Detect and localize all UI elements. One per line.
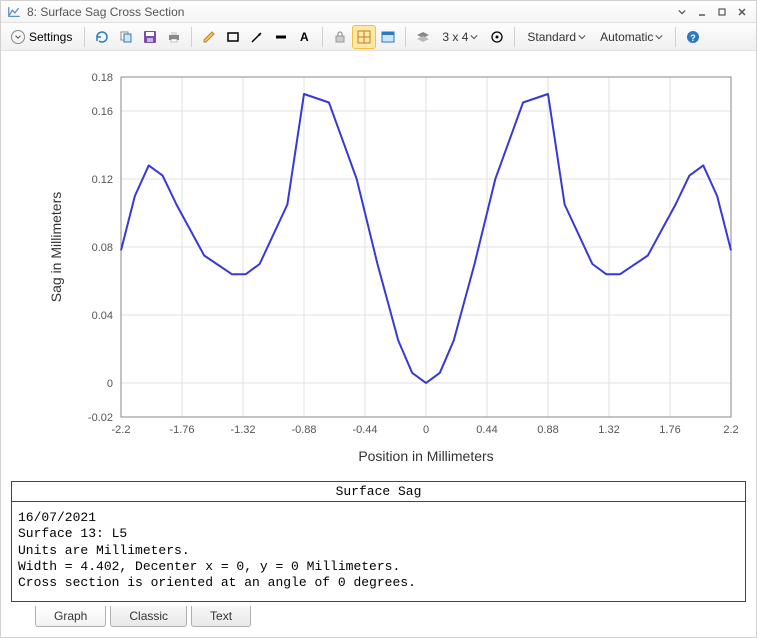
settings-label: Settings — [29, 30, 72, 44]
chevron-down-icon — [470, 33, 478, 41]
svg-text:1.76: 1.76 — [659, 424, 680, 436]
close-button[interactable] — [734, 4, 750, 20]
svg-text:1.32: 1.32 — [598, 424, 619, 436]
info-header: Surface Sag — [12, 482, 745, 502]
svg-text:0.12: 0.12 — [92, 174, 113, 186]
dropdown-button[interactable] — [674, 4, 690, 20]
window-layout-button[interactable] — [377, 26, 399, 48]
help-button[interactable]: ? — [682, 26, 704, 48]
title-bar: 8: Surface Sag Cross Section — [1, 1, 756, 23]
main-content: -2.2 -1.76 -1.32 -0.88 -0.44 0 0.44 0.88 1.32 1.7… — [1, 51, 756, 637]
svg-text:0.08: 0.08 — [92, 242, 113, 254]
zoom-window-button[interactable] — [353, 26, 375, 48]
arrow-button[interactable] — [246, 26, 268, 48]
standard-dropdown[interactable]: Standard — [521, 26, 592, 48]
svg-text:0.18: 0.18 — [92, 72, 113, 84]
save-button[interactable] — [139, 26, 161, 48]
chevron-down-icon — [578, 33, 586, 41]
layers-button[interactable] — [412, 26, 434, 48]
pencil-button[interactable] — [198, 26, 220, 48]
tab-graph[interactable]: Graph — [35, 606, 106, 627]
chevron-down-icon — [11, 30, 25, 44]
info-body: 16/07/2021 Surface 13: L5 Units are Mill… — [12, 502, 745, 601]
lock-button[interactable] — [329, 26, 351, 48]
separator — [84, 27, 85, 47]
svg-text:0.04: 0.04 — [92, 310, 113, 322]
maximize-button[interactable] — [714, 4, 730, 20]
grid-size-label: 3 x 4 — [442, 30, 468, 44]
svg-text:0: 0 — [107, 378, 113, 390]
app-icon — [7, 5, 21, 19]
chart-area: -2.2 -1.76 -1.32 -0.88 -0.44 0 0.44 0.88 1.32 1.7… — [11, 59, 746, 469]
separator — [405, 27, 406, 47]
svg-text:-0.88: -0.88 — [291, 424, 316, 436]
svg-text:A: A — [300, 30, 309, 44]
svg-text:0.88: 0.88 — [537, 424, 558, 436]
automatic-dropdown[interactable]: Automatic — [594, 26, 669, 48]
svg-text:2.2: 2.2 — [723, 424, 738, 436]
settings-button[interactable]: Settings — [5, 26, 78, 48]
standard-label: Standard — [527, 30, 576, 44]
svg-text:-2.2: -2.2 — [112, 424, 131, 436]
sag-chart: -2.2 -1.76 -1.32 -0.88 -0.44 0 0.44 0.88 1.32 1.7… — [11, 59, 746, 469]
copy-button[interactable] — [115, 26, 137, 48]
svg-text:0.16: 0.16 — [92, 106, 113, 118]
svg-text:-0.44: -0.44 — [352, 424, 377, 436]
tab-text[interactable]: Text — [191, 606, 251, 627]
info-panel: Surface Sag 16/07/2021 Surface 13: L5 Un… — [11, 481, 746, 602]
chevron-down-icon — [655, 33, 663, 41]
svg-text:-1.76: -1.76 — [169, 424, 194, 436]
line-weight-button[interactable] — [270, 26, 292, 48]
automatic-label: Automatic — [600, 30, 653, 44]
separator — [675, 27, 676, 47]
window-title: 8: Surface Sag Cross Section — [27, 5, 670, 19]
toolbar: Settings A 3 x 4 — [1, 23, 756, 51]
minimize-button[interactable] — [694, 4, 710, 20]
svg-text:-1.32: -1.32 — [230, 424, 255, 436]
separator — [514, 27, 515, 47]
refresh-button[interactable] — [91, 26, 113, 48]
target-button[interactable] — [486, 26, 508, 48]
separator — [322, 27, 323, 47]
svg-text:0.44: 0.44 — [476, 424, 497, 436]
separator — [191, 27, 192, 47]
svg-text:?: ? — [691, 33, 697, 43]
tabs: GraphClassicText — [11, 603, 746, 627]
print-button[interactable] — [163, 26, 185, 48]
rectangle-button[interactable] — [222, 26, 244, 48]
grid-size-button[interactable]: 3 x 4 — [436, 26, 484, 48]
svg-text:-0.02: -0.02 — [88, 412, 113, 424]
svg-text:Sag in Millimeters: Sag in Millimeters — [48, 192, 64, 302]
tab-classic[interactable]: Classic — [110, 606, 187, 627]
svg-text:0: 0 — [423, 424, 429, 436]
svg-text:Position in Millimeters: Position in Millimeters — [358, 448, 493, 464]
text-button[interactable]: A — [294, 26, 316, 48]
